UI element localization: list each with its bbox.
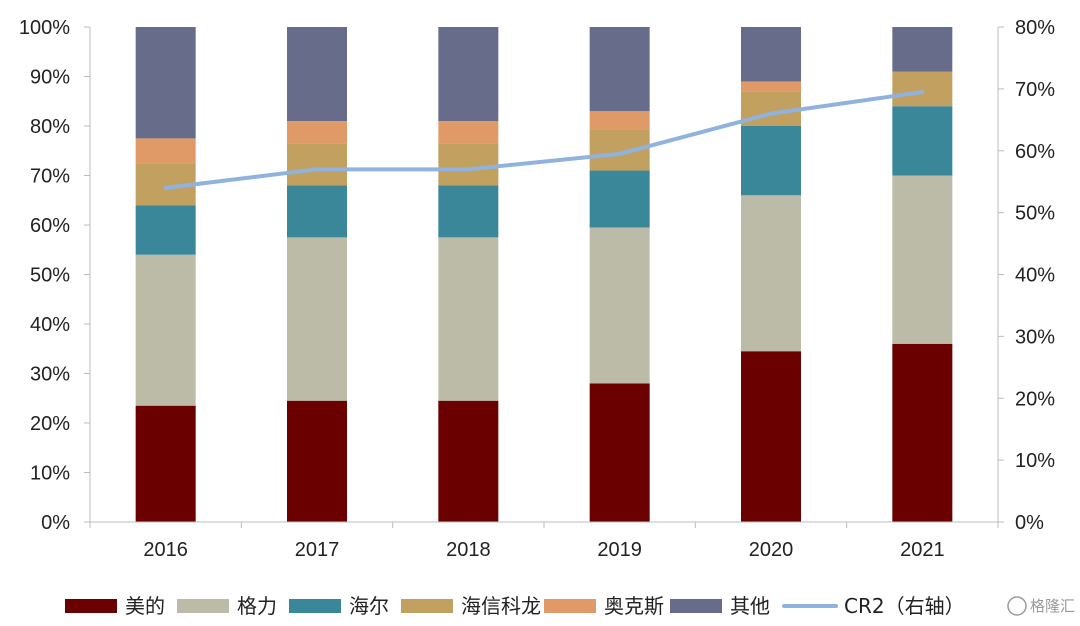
legend-label-美的: 美的 [125,594,165,618]
right-tick-label: 40% [1015,265,1055,287]
left-tick-label: 20% [30,413,70,435]
bar-segment-2016-奥克斯 [135,138,196,164]
bar-segment-2016-格力 [135,254,196,406]
legend-label-奥克斯: 奥克斯 [604,594,664,618]
bar-segment-2021-其他 [892,27,953,72]
legend-label-其他: 其他 [730,594,770,618]
bar-segment-2017-格力 [287,237,347,401]
legend: 美的 格力 海尔 海信科龙 奥克斯 其他 CR2（右轴） [65,594,965,618]
cr2-line [163,89,925,190]
right-tick-label: 0% [1015,512,1044,534]
bar-segment-2016-海尔 [135,205,196,255]
x-tick-label: 2019 [597,539,642,561]
legend-label-海信科龙: 海信科龙 [461,594,541,618]
x-tick-label: 2021 [900,539,945,561]
bar-segment-2021-海信科龙 [892,71,953,107]
bar-segment-2021-格力 [892,175,953,344]
bar-segment-2018-格力 [438,237,499,401]
bar-segment-2020-格力 [741,195,801,352]
legend-swatch-海信科龙 [401,599,453,613]
watermark-text: 格隆汇 [1030,597,1075,615]
legend-label-格力: 格力 [237,594,277,618]
bar-segment-2017-奥克斯 [287,121,347,144]
bar-segment-2016-其他 [135,27,196,139]
right-tick-label: 30% [1015,326,1055,348]
left-tick-label: 10% [30,463,70,485]
bar-segment-2018-海尔 [438,185,499,238]
left-tick-label: 90% [30,67,70,89]
right-tick-label: 70% [1015,79,1055,101]
bar-segment-2019-其他 [589,27,650,112]
left-tick-label: 0% [41,512,70,534]
legend-label-cr2: CR2（右轴） [844,594,965,618]
axes-layer: 0% 10% 20% 30% 40% 50% 60% 70% 80% 90% 100% 0% 10% 20… [19,17,1055,561]
legend-swatch-其他 [670,599,722,613]
right-tick-label: 20% [1015,388,1055,410]
left-tick-label: 30% [30,364,70,386]
bar-segment-2019-海尔 [589,170,650,228]
right-tick-label: 60% [1015,141,1055,163]
left-tick-label: 100% [19,17,70,39]
bar-segment-2019-奥克斯 [589,111,650,130]
right-tick-label: 80% [1015,17,1055,39]
x-tick-label: 2017 [295,539,340,561]
bar-segment-2020-奥克斯 [741,81,801,92]
bar-segment-2017-海尔 [287,185,347,238]
bars-layer [135,27,953,522]
right-tick-label: 10% [1015,450,1055,472]
legend-swatch-美的 [65,599,117,613]
left-tick-label: 40% [30,314,70,336]
bar-segment-2020-美的 [741,351,801,522]
watermark-logo-icon [1007,596,1027,616]
bar-segment-2020-海尔 [741,126,801,196]
bar-segment-2020-其他 [741,27,801,82]
bar-segment-2018-海信科龙 [438,143,499,186]
legend-label-海尔: 海尔 [349,594,389,618]
x-tick-label: 2020 [749,539,794,561]
bar-segment-2017-海信科龙 [287,143,347,186]
left-tick-label: 50% [30,265,70,287]
bar-segment-2019-美的 [589,383,650,522]
bar-segment-2021-美的 [892,343,953,522]
bar-segment-2021-海尔 [892,106,953,176]
bar-segment-2017-美的 [287,400,347,522]
left-tick-label: 80% [30,116,70,138]
bar-segment-2018-美的 [438,400,499,522]
right-tick-label: 50% [1015,203,1055,225]
legend-swatch-奥克斯 [544,599,596,613]
bar-segment-2017-其他 [287,27,347,122]
bar-segment-2018-奥克斯 [438,121,499,144]
cr2-line-layer [163,89,925,190]
left-tick-label: 60% [30,215,70,237]
x-tick-label: 2018 [446,539,491,561]
watermark: 格隆汇 [1007,596,1075,616]
legend-swatch-格力 [177,599,229,613]
bar-segment-2019-格力 [589,227,650,384]
left-tick-label: 70% [30,166,70,188]
bar-segment-2016-美的 [135,405,196,522]
bar-segment-2018-其他 [438,27,499,122]
legend-swatch-海尔 [289,599,341,613]
x-tick-label: 2016 [143,539,188,561]
